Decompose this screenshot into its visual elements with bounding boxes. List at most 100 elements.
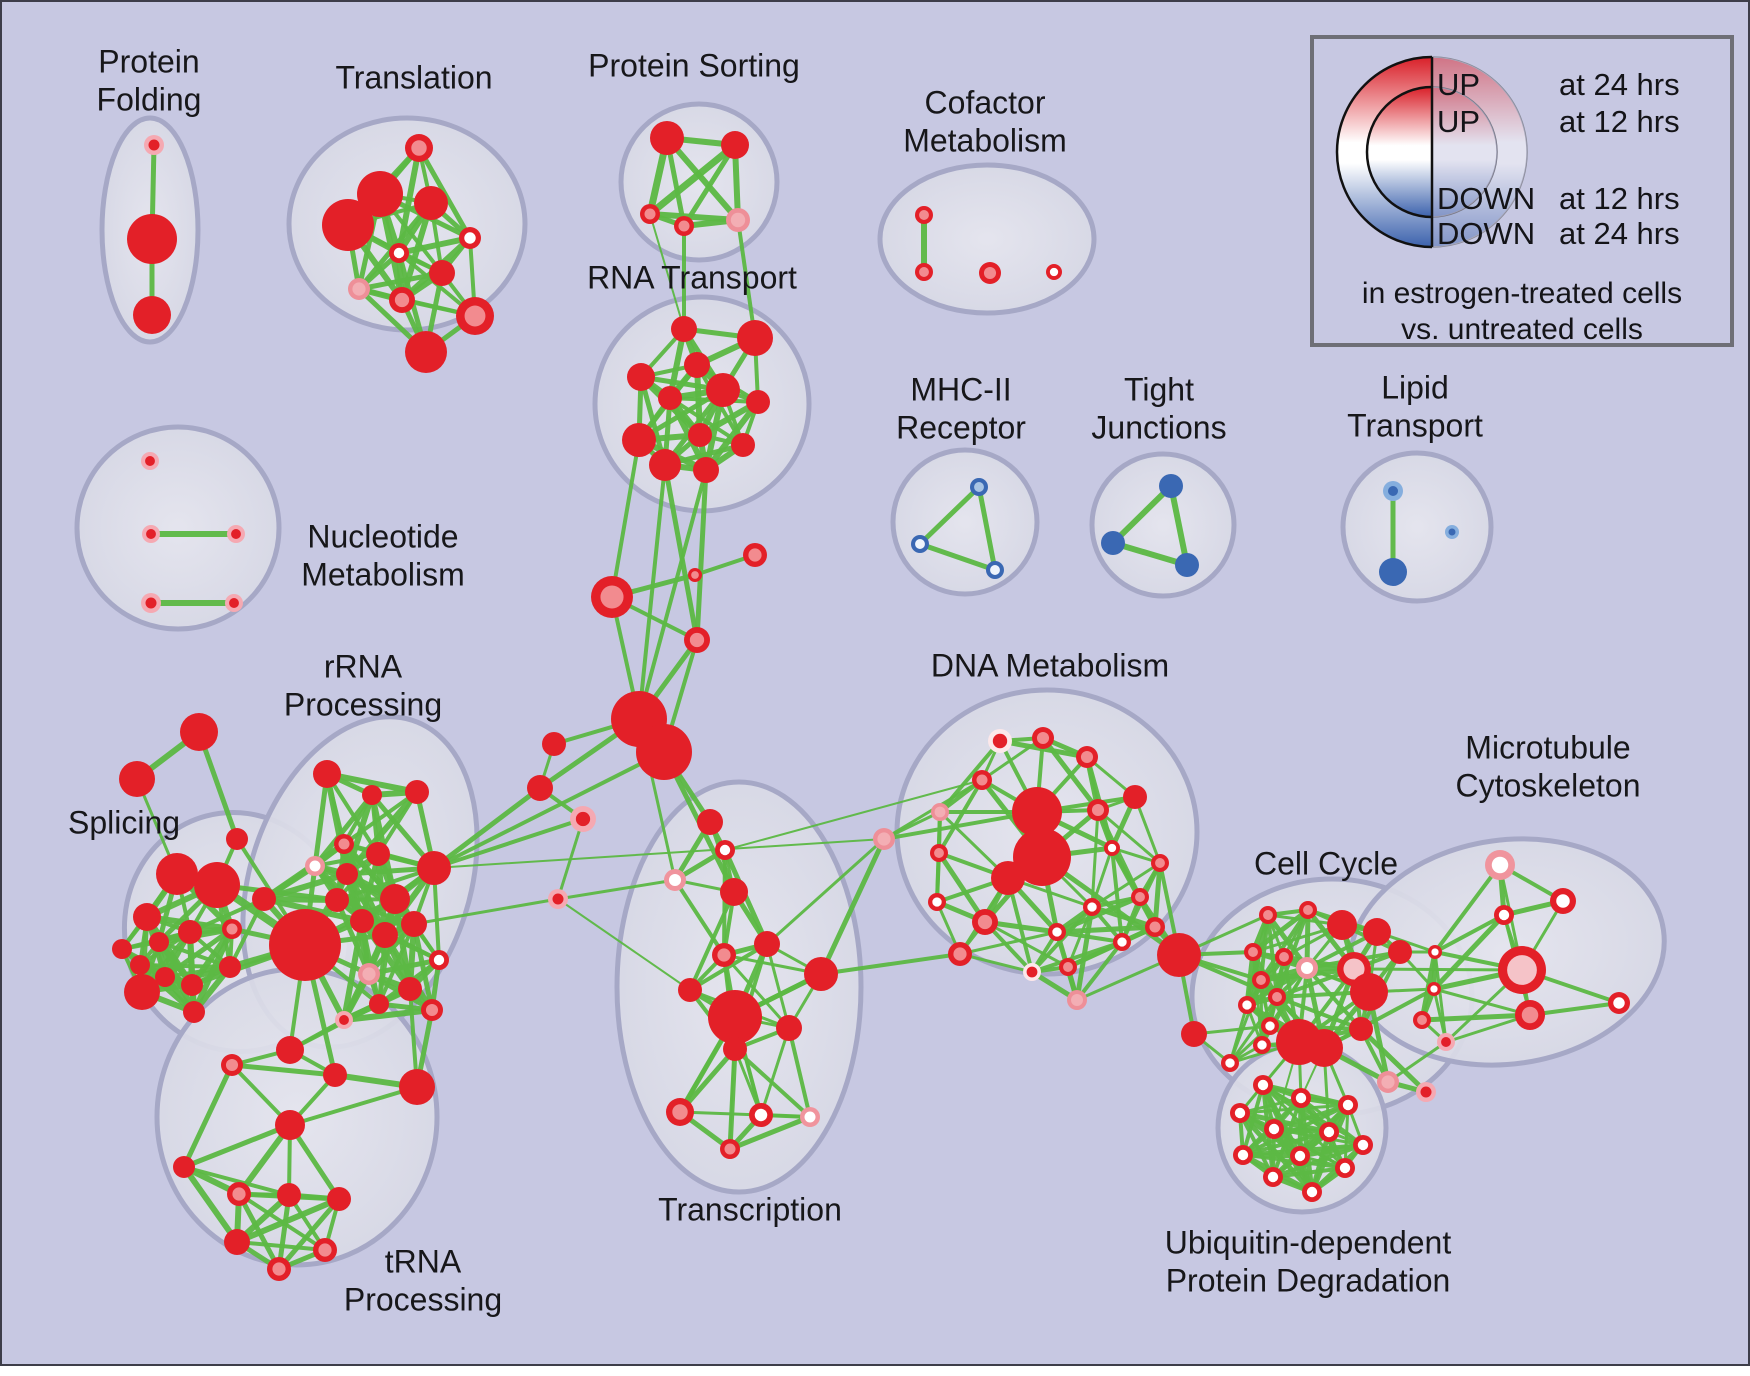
gene-node[interactable] bbox=[327, 1187, 351, 1211]
gene-node[interactable] bbox=[548, 889, 568, 909]
gene-node[interactable] bbox=[1485, 850, 1515, 880]
gene-node[interactable] bbox=[721, 131, 749, 159]
gene-node[interactable] bbox=[1012, 787, 1062, 837]
gene-node[interactable] bbox=[323, 1063, 347, 1087]
gene-node[interactable] bbox=[723, 1037, 747, 1061]
gene-node[interactable] bbox=[405, 331, 447, 373]
gene-node[interactable] bbox=[227, 525, 245, 543]
gene-node[interactable] bbox=[1253, 1036, 1271, 1054]
gene-node[interactable] bbox=[970, 478, 988, 496]
gene-node[interactable] bbox=[313, 1238, 337, 1262]
gene-node[interactable] bbox=[1233, 1145, 1253, 1165]
gene-node[interactable] bbox=[1416, 1082, 1436, 1102]
gene-node[interactable] bbox=[684, 627, 710, 653]
gene-node[interactable] bbox=[591, 576, 633, 618]
gene-node[interactable] bbox=[666, 1098, 694, 1126]
gene-node[interactable] bbox=[1252, 971, 1270, 989]
gene-node[interactable] bbox=[658, 386, 682, 410]
gene-node[interactable] bbox=[276, 1036, 304, 1064]
gene-node[interactable] bbox=[915, 206, 933, 224]
gene-node[interactable] bbox=[776, 1015, 802, 1041]
gene-node[interactable] bbox=[1259, 906, 1277, 924]
gene-node[interactable] bbox=[678, 978, 702, 1002]
gene-node[interactable] bbox=[726, 208, 750, 232]
gene-node[interactable] bbox=[743, 543, 767, 567]
gene-node[interactable] bbox=[948, 942, 972, 966]
gene-node[interactable] bbox=[414, 186, 448, 220]
gene-node[interactable] bbox=[322, 199, 374, 251]
gene-node[interactable] bbox=[119, 761, 155, 797]
gene-node[interactable] bbox=[1151, 854, 1169, 872]
gene-node[interactable] bbox=[1104, 840, 1120, 856]
gene-node[interactable] bbox=[350, 909, 374, 933]
gene-node[interactable] bbox=[275, 1110, 305, 1140]
gene-node[interactable] bbox=[133, 296, 171, 334]
gene-node[interactable] bbox=[369, 994, 389, 1014]
gene-node[interactable] bbox=[1388, 940, 1412, 964]
gene-node[interactable] bbox=[1363, 918, 1391, 946]
gene-node[interactable] bbox=[313, 760, 341, 788]
gene-node[interactable] bbox=[405, 134, 433, 162]
gene-node[interactable] bbox=[401, 911, 427, 937]
gene-node[interactable] bbox=[141, 593, 161, 613]
gene-node[interactable] bbox=[225, 594, 243, 612]
gene-node[interactable] bbox=[1261, 1017, 1279, 1035]
gene-node[interactable] bbox=[156, 853, 198, 895]
gene-node[interactable] bbox=[358, 963, 380, 985]
gene-node[interactable] bbox=[325, 888, 349, 912]
gene-node[interactable] bbox=[636, 724, 692, 780]
gene-node[interactable] bbox=[181, 974, 203, 996]
gene-node[interactable] bbox=[930, 844, 948, 862]
gene-node[interactable] bbox=[674, 216, 694, 236]
gene-node[interactable] bbox=[1349, 1017, 1373, 1041]
gene-node[interactable] bbox=[972, 909, 998, 935]
gene-node[interactable] bbox=[127, 214, 177, 264]
gene-node[interactable] bbox=[1550, 888, 1576, 914]
gene-node[interactable] bbox=[1305, 1029, 1343, 1067]
gene-node[interactable] bbox=[800, 1107, 820, 1127]
gene-node[interactable] bbox=[1221, 1054, 1239, 1072]
gene-node[interactable] bbox=[1101, 531, 1125, 555]
gene-node[interactable] bbox=[362, 785, 382, 805]
gene-node[interactable] bbox=[708, 990, 762, 1044]
gene-node[interactable] bbox=[194, 862, 240, 908]
gene-node[interactable] bbox=[1013, 828, 1071, 886]
gene-node[interactable] bbox=[979, 262, 1001, 284]
gene-node[interactable] bbox=[277, 1183, 301, 1207]
gene-node[interactable] bbox=[671, 316, 697, 342]
gene-node[interactable] bbox=[688, 568, 702, 582]
gene-node[interactable] bbox=[731, 433, 755, 457]
gene-node[interactable] bbox=[1157, 933, 1201, 977]
gene-node[interactable] bbox=[336, 863, 358, 885]
gene-node[interactable] bbox=[1383, 481, 1403, 501]
gene-node[interactable] bbox=[178, 920, 202, 944]
gene-node[interactable] bbox=[421, 999, 443, 1021]
gene-node[interactable] bbox=[720, 1139, 740, 1159]
gene-node[interactable] bbox=[1327, 910, 1357, 940]
gene-node[interactable] bbox=[649, 449, 681, 481]
gene-node[interactable] bbox=[527, 775, 553, 801]
gene-node[interactable] bbox=[991, 861, 1025, 895]
gene-node[interactable] bbox=[357, 171, 403, 217]
gene-node[interactable] bbox=[124, 974, 160, 1010]
gene-node[interactable] bbox=[1244, 943, 1262, 961]
gene-node[interactable] bbox=[305, 856, 325, 876]
gene-node[interactable] bbox=[1299, 901, 1317, 919]
gene-node[interactable] bbox=[267, 1257, 291, 1281]
gene-node[interactable] bbox=[1338, 1095, 1358, 1115]
gene-node[interactable] bbox=[715, 840, 735, 860]
gene-node[interactable] bbox=[1123, 785, 1147, 809]
gene-node[interactable] bbox=[1437, 1033, 1455, 1051]
gene-node[interactable] bbox=[1413, 1011, 1431, 1029]
gene-node[interactable] bbox=[221, 1054, 243, 1076]
gene-node[interactable] bbox=[1302, 1182, 1322, 1202]
gene-node[interactable] bbox=[366, 842, 390, 866]
gene-node[interactable] bbox=[1131, 888, 1149, 906]
gene-node[interactable] bbox=[141, 452, 159, 470]
gene-node[interactable] bbox=[1494, 905, 1514, 925]
gene-node[interactable] bbox=[1350, 973, 1388, 1011]
gene-node[interactable] bbox=[334, 834, 354, 854]
gene-node[interactable] bbox=[688, 423, 712, 447]
gene-node[interactable] bbox=[1608, 992, 1630, 1014]
gene-node[interactable] bbox=[269, 909, 341, 981]
